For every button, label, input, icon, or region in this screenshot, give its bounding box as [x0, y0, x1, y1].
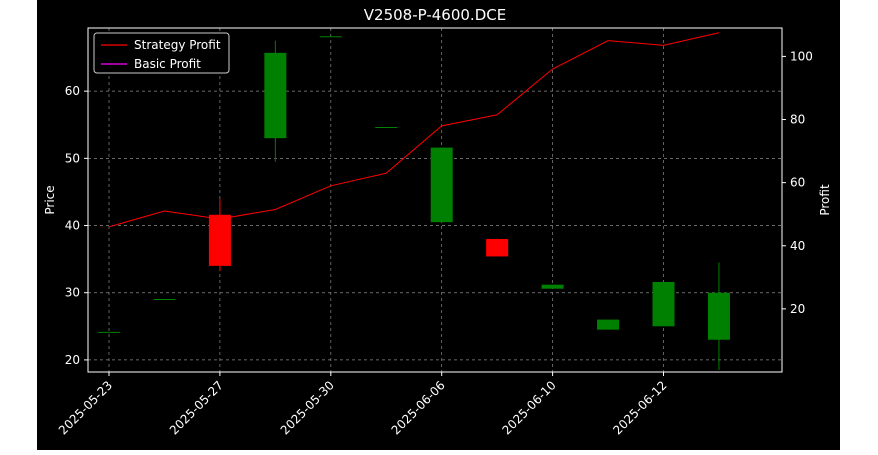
x-tick-label: 2025-05-30 — [278, 378, 337, 437]
candle-body — [707, 292, 730, 340]
y-tick-label: 50 — [65, 151, 80, 165]
legend-box — [93, 32, 230, 74]
legend: Strategy Profit Basic Profit — [93, 32, 230, 74]
candlestick-chart: 20 30 40 50 60 20 40 60 80 100 2025-05-23 2025-05-2… — [43, 6, 832, 437]
candle-body — [541, 284, 564, 289]
x-tick-label: 2025-05-23 — [56, 378, 115, 437]
y-tick-label: 60 — [65, 84, 80, 98]
y2-tick-label: 80 — [790, 113, 805, 127]
x-tick-label: 2025-05-27 — [167, 378, 226, 437]
candle-body — [486, 238, 509, 257]
candle-body — [430, 147, 453, 223]
series-line — [108, 32, 720, 228]
candle-body — [597, 319, 620, 330]
y-tick-label: 40 — [65, 219, 80, 233]
legend-label: Basic Profit — [134, 57, 201, 71]
candle-body — [208, 214, 231, 266]
y2-tick-label: 40 — [790, 239, 805, 253]
y2-tick-label: 60 — [790, 176, 805, 190]
candle-layer — [98, 36, 730, 370]
candle-body — [652, 281, 675, 327]
plot-frame — [87, 27, 783, 373]
axis-layer: 20 30 40 50 60 20 40 60 80 100 2025-05-23 2025-05-2… — [56, 49, 813, 437]
y2-axis-label: Profit — [818, 184, 832, 216]
y-tick-label: 20 — [65, 353, 80, 367]
chart-title: V2508-P-4600.DCE — [364, 6, 506, 24]
legend-items: Strategy Profit Basic Profit — [101, 38, 221, 71]
candle-body — [264, 52, 287, 139]
chart-figure: 20 30 40 50 60 20 40 60 80 100 2025-05-23 2025-05-2… — [37, 0, 840, 450]
profit-line-layer — [108, 32, 720, 228]
x-tick-label: 2025-06-10 — [500, 378, 559, 437]
y-axis-label: Price — [43, 185, 57, 214]
legend-label: Strategy Profit — [134, 38, 221, 52]
x-tick-label: 2025-06-12 — [610, 378, 669, 437]
y2-tick-label: 20 — [790, 302, 805, 316]
x-tick-label: 2025-06-06 — [389, 378, 448, 437]
y2-tick-label: 100 — [790, 49, 813, 63]
y-tick-label: 30 — [65, 286, 80, 300]
